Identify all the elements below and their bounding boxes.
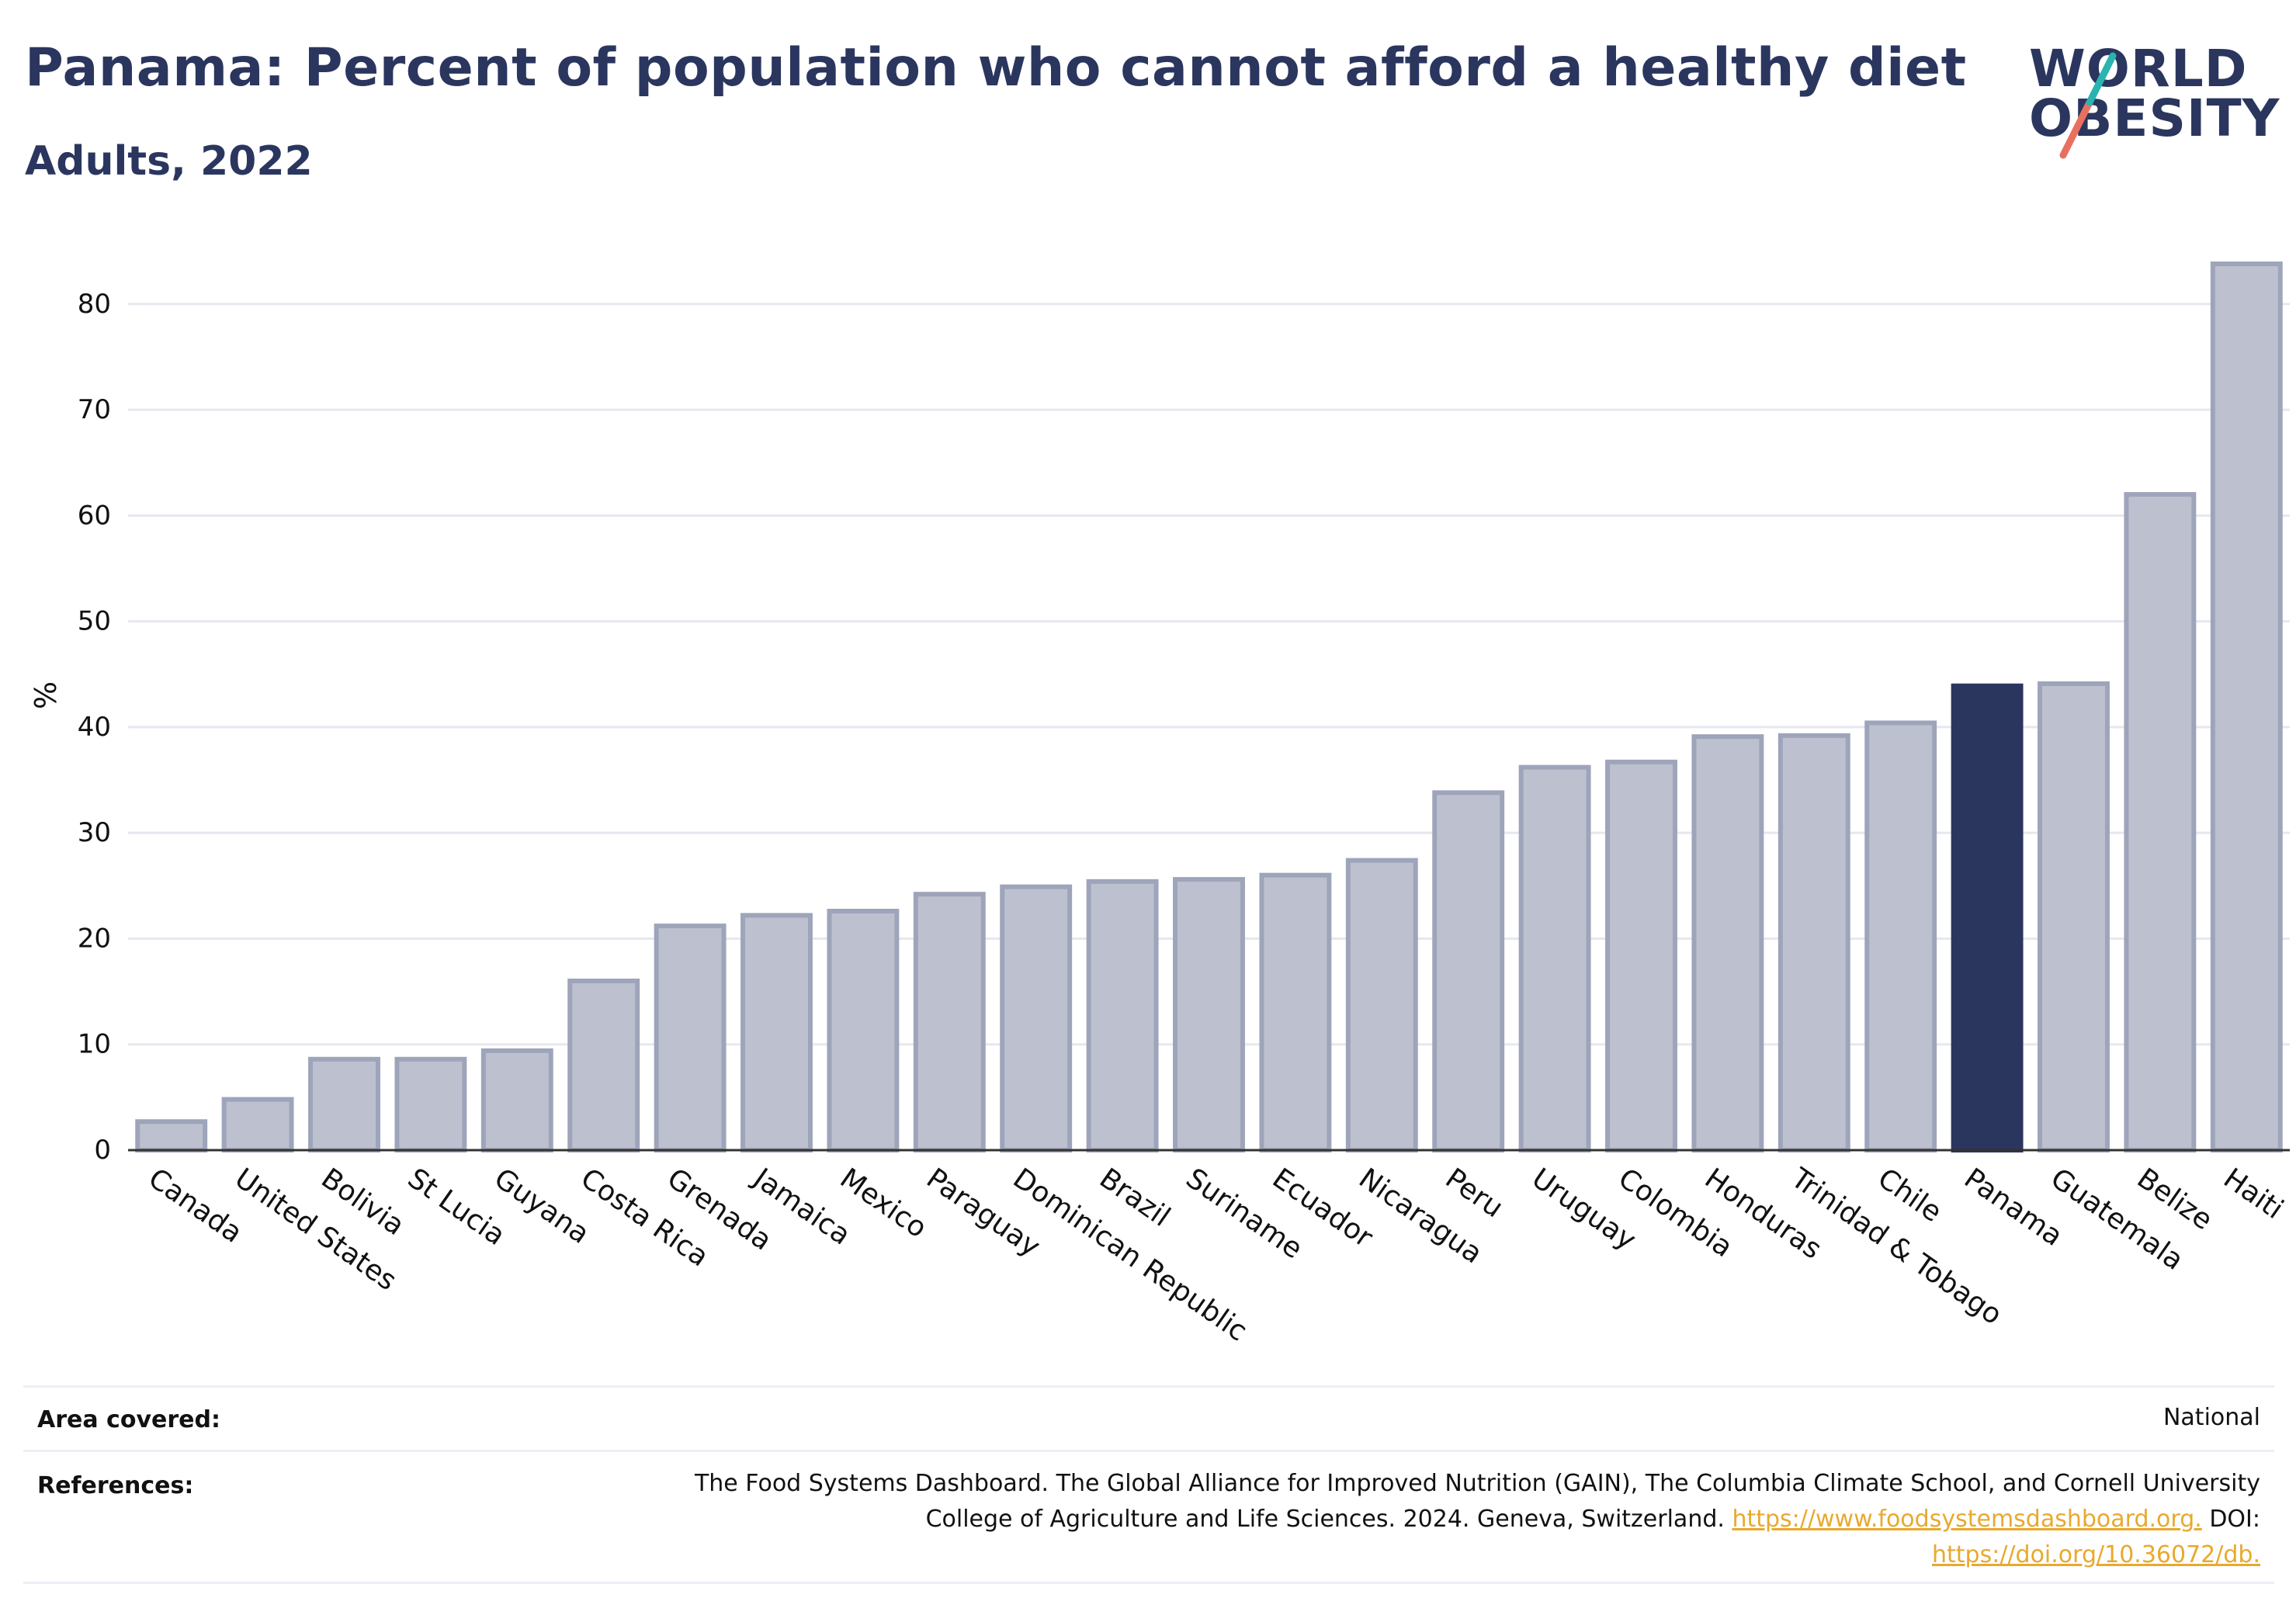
footer-divider-top: [23, 1385, 2274, 1388]
y-tick-label: 10: [78, 1029, 111, 1060]
y-tick-label: 60: [78, 500, 111, 531]
bar-colombia: [1605, 759, 1677, 1153]
bar-guyana: [480, 1048, 553, 1153]
references-line2: College of Agriculture and Life Sciences…: [695, 1502, 2260, 1537]
bar-peru: [1432, 790, 1505, 1153]
references-label: References:: [37, 1472, 194, 1499]
x-tick-label: Panama: [1958, 1163, 2069, 1253]
doi-link[interactable]: https://doi.org/10.36072/db.: [1932, 1541, 2260, 1568]
logo-slash-icon: [2059, 52, 2117, 159]
bar-canada: [135, 1119, 208, 1153]
references-line1: The Food Systems Dashboard. The Global A…: [694, 1470, 2260, 1497]
footer-divider-bottom: [23, 1582, 2274, 1584]
footer-area-row: Area covered: National: [23, 1389, 2274, 1451]
bar-paraguay: [913, 892, 986, 1152]
bar-suriname: [1173, 877, 1245, 1153]
bar-brazil: [1086, 879, 1159, 1152]
references-text: The Food Systems Dashboard. The Global A…: [695, 1466, 2260, 1573]
x-tick-label: Guyana: [488, 1163, 595, 1250]
y-tick-label: 50: [78, 606, 111, 637]
bar-chile: [1864, 720, 1937, 1152]
references-line2-text: College of Agriculture and Life Sciences…: [925, 1506, 1725, 1533]
y-tick-label: 30: [78, 817, 111, 848]
footer-references-row: References: The Food Systems Dashboard. …: [23, 1455, 2274, 1579]
chart-title: Panama: Percent of population who cannot…: [25, 37, 1967, 99]
bar-jamaica: [740, 913, 813, 1152]
logo-line1: WORLD: [2029, 39, 2248, 99]
bar-belize: [2124, 492, 2197, 1152]
foodsystems-dashboard-link[interactable]: https://www.foodsystemsdashboard.org.: [1732, 1506, 2202, 1533]
chart-subtitle: Adults, 2022: [25, 138, 313, 185]
bar-costa-rica: [567, 978, 640, 1152]
y-tick-label: 20: [78, 923, 111, 954]
bar-trinidad-tobago: [1777, 733, 1850, 1152]
bar-nicaragua: [1345, 858, 1418, 1152]
x-tick-label: Haiti: [2218, 1163, 2289, 1225]
x-tick-label: St Lucia: [402, 1163, 511, 1252]
y-axis-label: %: [29, 681, 63, 709]
bar-grenada: [654, 924, 727, 1152]
bar-guatemala: [2038, 681, 2110, 1152]
bar-uruguay: [1518, 764, 1591, 1152]
bar-dominican-republic: [1000, 884, 1073, 1152]
footer-divider-middle: [23, 1450, 2274, 1452]
bar-mexico: [827, 909, 900, 1152]
bar-panama: [1951, 683, 2024, 1152]
bar-st-lucia: [394, 1056, 467, 1153]
y-tick-label: 80: [78, 289, 111, 320]
y-tick-label: 0: [94, 1135, 111, 1166]
area-covered-value: National: [2162, 1404, 2260, 1431]
world-obesity-logo: WORLD OBESITY: [2018, 39, 2282, 163]
bar-united-states: [221, 1097, 294, 1153]
x-tick-label: Canada: [143, 1163, 248, 1249]
area-covered-label: Area covered:: [37, 1406, 220, 1433]
y-tick-label: 70: [78, 394, 111, 425]
bar-bolivia: [308, 1056, 380, 1153]
doi-label: DOI:: [2209, 1506, 2260, 1533]
bar-ecuador: [1259, 872, 1332, 1153]
bar-haiti: [2210, 261, 2283, 1152]
bar-honduras: [1691, 734, 1764, 1152]
references-line3: https://doi.org/10.36072/db.: [695, 1537, 2260, 1573]
x-tick-label: Peru: [1440, 1163, 1509, 1225]
y-tick-label: 40: [78, 712, 111, 743]
